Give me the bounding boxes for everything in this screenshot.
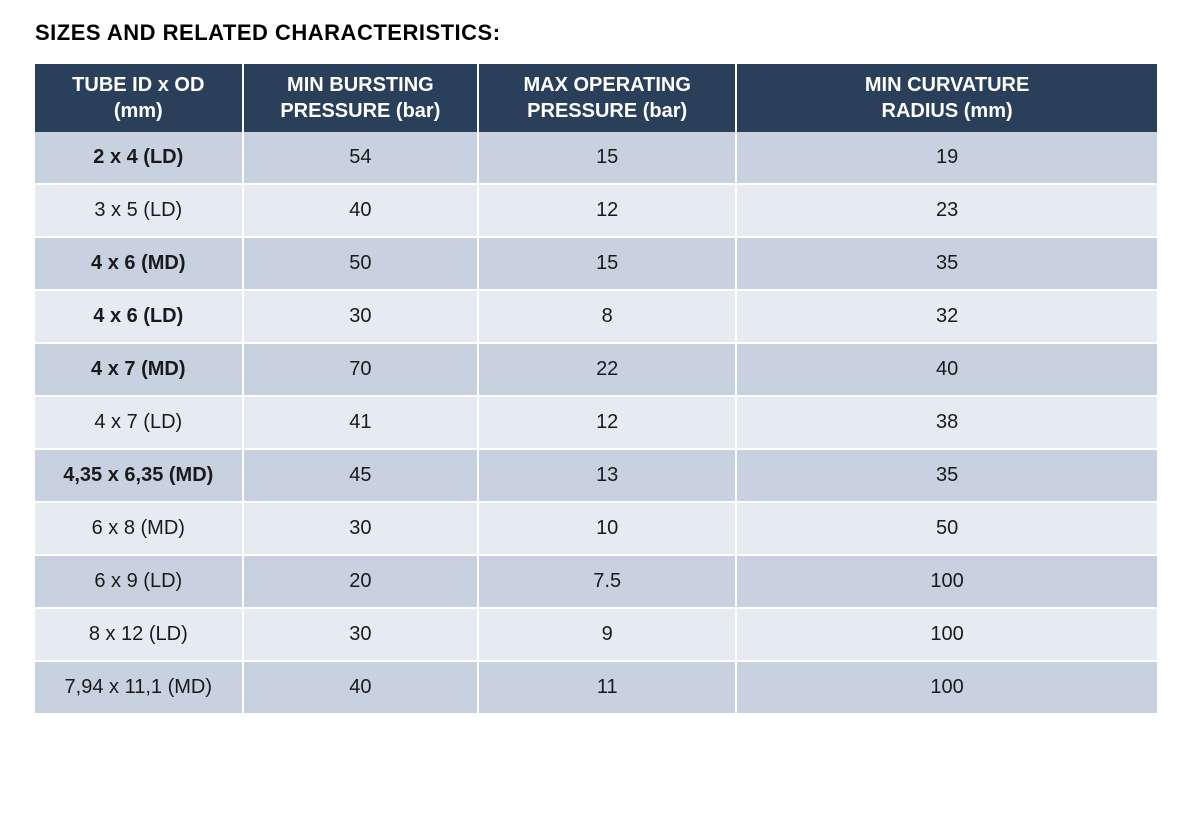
col-header-line2: (mm) (114, 100, 163, 122)
tube-size-cell: 4 x 6 (LD) (35, 290, 243, 343)
value-cell: 10 (478, 502, 736, 555)
table-header: TUBE ID x OD (mm) MIN BURSTING PRESSURE … (35, 64, 1157, 132)
value-cell: 50 (736, 502, 1157, 555)
tube-size-cell: 6 x 8 (MD) (35, 502, 243, 555)
value-cell: 19 (736, 132, 1157, 184)
table-row: 4 x 7 (MD)702240 (35, 343, 1157, 396)
sizes-table: TUBE ID x OD (mm) MIN BURSTING PRESSURE … (35, 64, 1157, 715)
tube-size-cell: 7,94 x 11,1 (MD) (35, 661, 243, 714)
value-cell: 38 (736, 396, 1157, 449)
tube-size-cell: 4,35 x 6,35 (MD) (35, 449, 243, 502)
table-row: 2 x 4 (LD)541519 (35, 132, 1157, 184)
value-cell: 8 (478, 290, 736, 343)
table-row: 4,35 x 6,35 (MD)451335 (35, 449, 1157, 502)
value-cell: 9 (478, 608, 736, 661)
value-cell: 12 (478, 184, 736, 237)
value-cell: 23 (736, 184, 1157, 237)
value-cell: 15 (478, 237, 736, 290)
col-header-line1: MIN CURVATURE (865, 74, 1029, 96)
value-cell: 35 (736, 237, 1157, 290)
value-cell: 70 (243, 343, 479, 396)
value-cell: 30 (243, 290, 479, 343)
tube-size-cell: 6 x 9 (LD) (35, 555, 243, 608)
table-row: 7,94 x 11,1 (MD)4011100 (35, 661, 1157, 714)
value-cell: 54 (243, 132, 479, 184)
table-body: 2 x 4 (LD)5415193 x 5 (LD)4012234 x 6 (M… (35, 132, 1157, 714)
col-header-max-operating: MAX OPERATING PRESSURE (bar) (478, 64, 736, 132)
col-header-line2: RADIUS (mm) (882, 100, 1013, 122)
col-header-line2: PRESSURE (bar) (527, 100, 687, 122)
col-header-line1: TUBE ID x OD (72, 74, 204, 96)
tube-size-cell: 4 x 6 (MD) (35, 237, 243, 290)
value-cell: 22 (478, 343, 736, 396)
tube-size-cell: 2 x 4 (LD) (35, 132, 243, 184)
table-row: 8 x 12 (LD)309100 (35, 608, 1157, 661)
value-cell: 35 (736, 449, 1157, 502)
value-cell: 7.5 (478, 555, 736, 608)
value-cell: 100 (736, 555, 1157, 608)
value-cell: 30 (243, 608, 479, 661)
value-cell: 15 (478, 132, 736, 184)
table-row: 6 x 9 (LD)207.5100 (35, 555, 1157, 608)
table-row: 3 x 5 (LD)401223 (35, 184, 1157, 237)
table-row: 4 x 6 (MD)501535 (35, 237, 1157, 290)
value-cell: 12 (478, 396, 736, 449)
table-row: 6 x 8 (MD)301050 (35, 502, 1157, 555)
table-row: 4 x 7 (LD)411238 (35, 396, 1157, 449)
value-cell: 30 (243, 502, 479, 555)
col-header-tube: TUBE ID x OD (mm) (35, 64, 243, 132)
value-cell: 40 (736, 343, 1157, 396)
value-cell: 13 (478, 449, 736, 502)
tube-size-cell: 4 x 7 (MD) (35, 343, 243, 396)
value-cell: 50 (243, 237, 479, 290)
value-cell: 100 (736, 661, 1157, 714)
page-title: SIZES AND RELATED CHARACTERISTICS: (35, 20, 1157, 46)
col-header-min-bursting: MIN BURSTING PRESSURE (bar) (243, 64, 479, 132)
value-cell: 40 (243, 661, 479, 714)
value-cell: 41 (243, 396, 479, 449)
value-cell: 40 (243, 184, 479, 237)
tube-size-cell: 8 x 12 (LD) (35, 608, 243, 661)
table-row: 4 x 6 (LD)30832 (35, 290, 1157, 343)
col-header-line2: PRESSURE (bar) (280, 100, 440, 122)
value-cell: 100 (736, 608, 1157, 661)
tube-size-cell: 4 x 7 (LD) (35, 396, 243, 449)
value-cell: 11 (478, 661, 736, 714)
value-cell: 20 (243, 555, 479, 608)
col-header-min-curvature: MIN CURVATURE RADIUS (mm) (736, 64, 1157, 132)
col-header-line1: MIN BURSTING (287, 74, 434, 96)
col-header-line1: MAX OPERATING (523, 74, 690, 96)
value-cell: 32 (736, 290, 1157, 343)
tube-size-cell: 3 x 5 (LD) (35, 184, 243, 237)
value-cell: 45 (243, 449, 479, 502)
